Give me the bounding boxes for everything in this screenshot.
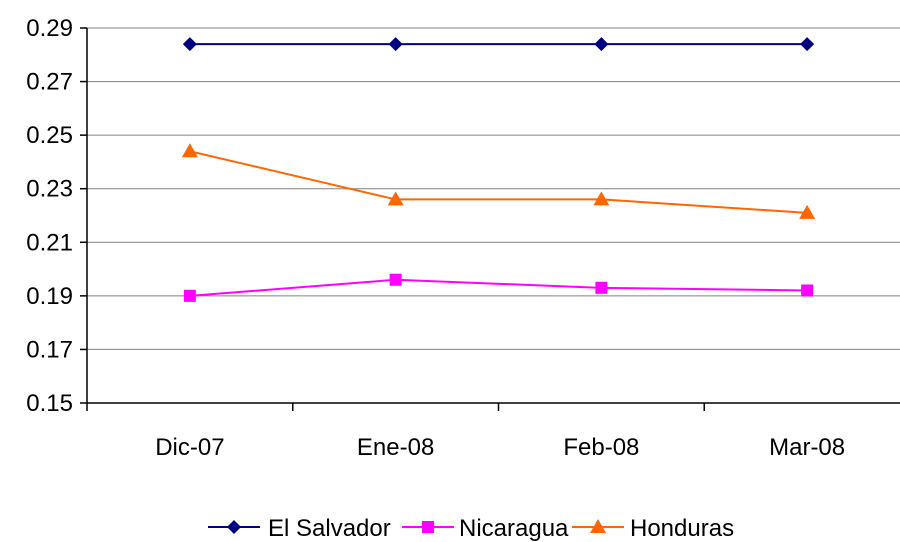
gridlines: [87, 27, 900, 350]
legend-label-honduras: Honduras: [630, 515, 734, 542]
axes: [80, 27, 900, 411]
data-point-el-salvador: [800, 37, 815, 52]
series-line-honduras: [189, 150, 808, 214]
x-tick-label: Ene-08: [357, 434, 434, 461]
y-tick-label: 0.23: [26, 176, 73, 203]
data-point-el-salvador: [182, 37, 197, 52]
data-point-honduras: [387, 191, 404, 206]
legend-label-el-salvador: El Salvador: [268, 515, 391, 542]
x-tick-label: Feb-08: [563, 434, 639, 461]
x-tick-label: Mar-08: [769, 434, 845, 461]
tick-labels: 0.29 0.27 0.25 0.23 0.21 0.19 0.17 0.15 Dic-07 En…: [26, 15, 845, 461]
y-tick-label: 0.25: [26, 122, 73, 149]
series-lines: [189, 43, 808, 297]
legend-marker-honduras: [590, 519, 606, 533]
data-point-nicaragua: [389, 273, 402, 286]
data-point-honduras: [181, 143, 198, 158]
y-tick-label: 0.17: [26, 336, 73, 363]
y-tick-label: 0.15: [26, 390, 73, 417]
legend-marker-el-salvador: [227, 520, 241, 534]
x-tick-label: Dic-07: [155, 434, 224, 461]
y-tick-label: 0.21: [26, 229, 73, 256]
data-point-nicaragua: [183, 289, 196, 302]
y-tick-label: 0.27: [26, 69, 73, 96]
data-point-honduras: [799, 204, 816, 219]
data-point-honduras: [593, 191, 610, 206]
series-line-nicaragua: [189, 278, 808, 297]
legend-label-nicaragua: Nicaragua: [459, 515, 569, 542]
legend: El Salvador Nicaragua Honduras: [208, 515, 734, 542]
y-tick-label: 0.29: [26, 15, 73, 42]
data-point-nicaragua: [595, 281, 608, 294]
data-point-el-salvador: [594, 37, 609, 52]
data-point-nicaragua: [801, 284, 814, 297]
data-point-el-salvador: [388, 37, 403, 52]
y-tick-label: 0.19: [26, 283, 73, 310]
series-markers: [181, 37, 816, 302]
legend-marker-nicaragua: [422, 521, 434, 533]
